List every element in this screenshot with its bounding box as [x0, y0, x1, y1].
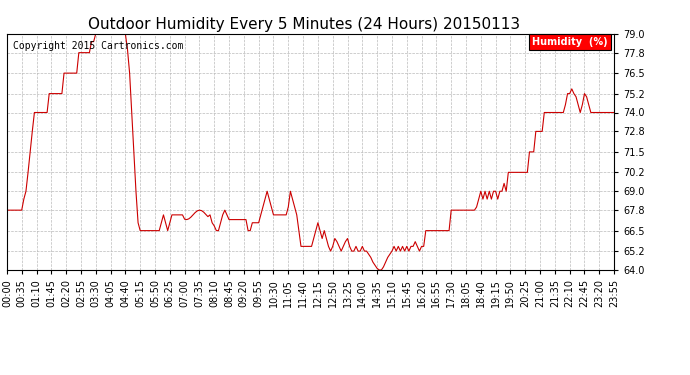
Text: Outdoor Humidity Every 5 Minutes (24 Hours) 20150113: Outdoor Humidity Every 5 Minutes (24 Hou…	[88, 17, 520, 32]
Text: Humidity  (%): Humidity (%)	[533, 37, 608, 47]
Text: Copyright 2015 Cartronics.com: Copyright 2015 Cartronics.com	[13, 41, 184, 51]
